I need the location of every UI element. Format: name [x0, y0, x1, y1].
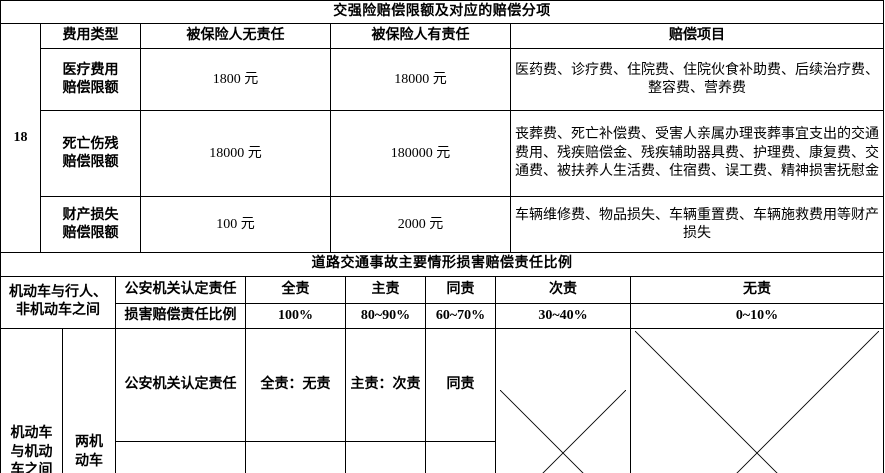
section2-sublabel: 两机 动车	[62, 327, 116, 473]
table2-banner: 道路交通事故主要情形损害赔偿责任比例	[0, 252, 884, 277]
section1-value-full: 100%	[245, 302, 346, 329]
row-label-property-line1: 财产损失	[62, 207, 119, 223]
section2-head-full-none: 全责：无责	[245, 327, 346, 443]
table-row: 医疗费用 赔偿限额 1800 元 18000 元 医药费、诊疗费、住院费、住院伙…	[1, 48, 885, 112]
section1-head-full: 全责	[245, 275, 346, 304]
section1-value-equal: 60~70%	[425, 302, 496, 329]
section1-value-secondary: 30~40%	[495, 302, 631, 329]
section1-head-row-label: 公安机关认定责任	[115, 275, 246, 304]
section2-sublabel-line1: 两机	[75, 435, 103, 451]
property-items: 车辆维修费、物品损失、车辆重置费、车辆施救费用等财产损失	[509, 196, 885, 254]
section2-label-line2: 与机动	[10, 444, 53, 460]
property-no-fault-amount: 100 元	[140, 196, 331, 254]
table-row: 死亡伤残 赔偿限额 18000 元 180000 元 丧葬费、死亡补偿费、受害人…	[1, 110, 885, 198]
section2-head-primary-secondary: 主责：次责	[345, 327, 426, 443]
table-row: 财产损失 赔偿限额 100 元 2000 元 车辆维修费、物品损失、车辆重置费、…	[1, 196, 885, 254]
section2-label-line1: 机动车	[10, 426, 53, 442]
section2-value-equal: 50%：50%	[425, 441, 496, 473]
table1-header-row: 18 费用类型 被保险人无责任 被保险人有责任 赔偿项目	[0, 23, 885, 254]
row-label-property-line2: 赔偿限额	[62, 225, 119, 241]
section2-label-line3: 车之间	[10, 463, 53, 473]
row-label-medical-line2: 赔偿限额	[62, 80, 119, 96]
section2-value-full-none: 100%：0%	[245, 441, 346, 473]
crossed-out-cell-none	[630, 327, 884, 473]
table1-banner: 交强险赔偿限额及对应的赔偿分项	[0, 0, 885, 25]
column-header-at-fault: 被保险人有责任	[330, 23, 511, 50]
section2-value-row-label: 损害赔偿责任比例	[115, 441, 246, 473]
compulsory-insurance-table: 交强险赔偿限额及对应的赔偿分项 18 费用类型 被保险人无责任 被保险人有责任 …	[0, 0, 885, 254]
table2-section2-head-row: 机动车 与机动 车之间 两机 动车 公安机关认定责任 全责：无责 主责：次责 同…	[0, 327, 884, 473]
section1-row-label: 机动车与行人、 非机动车之间	[0, 275, 116, 329]
section2-sublabel-line2: 动车	[75, 453, 103, 469]
row-label-property: 财产损失 赔偿限额	[40, 196, 141, 254]
section1-head-equal: 同责	[425, 275, 496, 304]
row-label-death-disability: 死亡伤残 赔偿限额	[40, 110, 141, 198]
row-label-death-line1: 死亡伤残	[62, 136, 119, 152]
column-header-items: 赔偿项目	[509, 23, 885, 50]
liability-ratio-table: 道路交通事故主要情形损害赔偿责任比例 机动车与行人、 非机动车之间 公安机关认定…	[0, 252, 884, 473]
row-index-cell: 18	[0, 23, 41, 254]
section1-value-primary: 80~90%	[345, 302, 426, 329]
section1-head-primary: 主责	[345, 275, 426, 304]
table1-banner-row: 交强险赔偿限额及对应的赔偿分项	[0, 0, 885, 25]
section1-label-line2: 非机动车之间	[16, 303, 100, 319]
section1-value-none: 0~10%	[630, 302, 884, 329]
table2-banner-row: 道路交通事故主要情形损害赔偿责任比例	[0, 252, 884, 277]
section2-head-equal: 同责	[425, 327, 496, 443]
row-label-death-line2: 赔偿限额	[62, 154, 119, 170]
medical-at-fault-amount: 18000 元	[330, 48, 511, 112]
death-items: 丧葬费、死亡补偿费、受害人亲属办理丧葬事宜支出的交通费用、残疾赔偿金、残疾辅助器…	[509, 110, 885, 198]
section1-label-line1: 机动车与行人、	[9, 284, 107, 300]
medical-no-fault-amount: 1800 元	[140, 48, 331, 112]
section1-head-none: 无责	[630, 275, 884, 304]
death-at-fault-amount: 180000 元	[330, 110, 511, 198]
medical-items: 医药费、诊疗费、住院费、住院伙食补助费、后续治疗费、整容费、营养费	[509, 48, 885, 112]
death-no-fault-amount: 18000 元	[140, 110, 331, 198]
section1-value-row-label: 损害赔偿责任比例	[115, 302, 246, 329]
crossed-out-cell-secondary	[495, 327, 631, 473]
section1-head-secondary: 次责	[495, 275, 631, 304]
table2-section1-head-row: 机动车与行人、 非机动车之间 公安机关认定责任 全责 主责 同责 次责 无责	[0, 275, 884, 329]
table2-section1-value-row: 损害赔偿责任比例 100% 80~90% 60~70% 30~40% 0~10%	[1, 302, 884, 329]
row-label-medical-line1: 医疗费用	[62, 62, 119, 78]
section2-head-row-label: 公安机关认定责任	[115, 327, 246, 443]
column-header-no-fault: 被保险人无责任	[140, 23, 331, 50]
section2-value-primary-secondary: 70%：30%	[345, 441, 426, 473]
property-at-fault-amount: 2000 元	[330, 196, 511, 254]
column-header-type: 费用类型	[40, 23, 141, 50]
section2-row-label: 机动车 与机动 车之间	[0, 327, 63, 473]
row-label-medical: 医疗费用 赔偿限额	[40, 48, 141, 112]
